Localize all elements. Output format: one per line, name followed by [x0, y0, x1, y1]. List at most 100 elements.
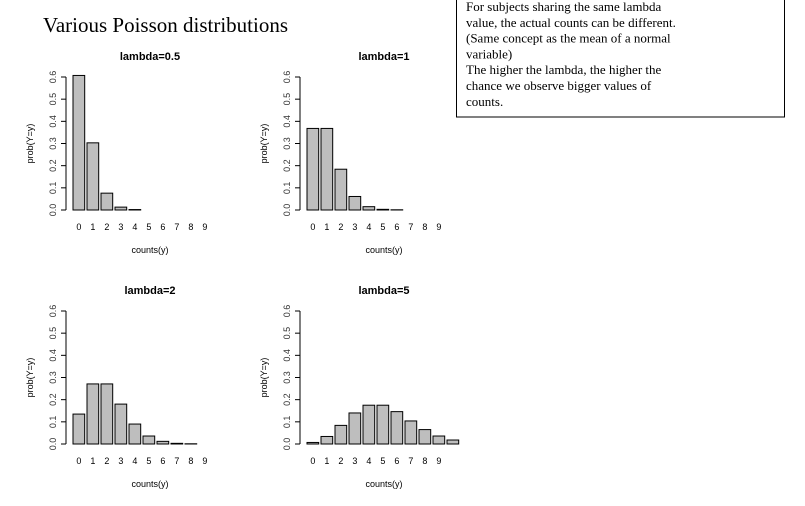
bar — [114, 206, 128, 211]
y-tick-label: 0.1 — [282, 416, 292, 429]
x-axis-label: counts(y) — [131, 245, 168, 255]
bar — [100, 192, 114, 211]
x-tick-label: 6 — [394, 456, 399, 466]
bar — [404, 420, 418, 445]
x-tick-label: 2 — [104, 456, 109, 466]
bar — [100, 383, 114, 445]
bar — [418, 429, 432, 445]
note-line: The higher the lambda, the higher the — [466, 62, 662, 77]
x-tick-label: 7 — [408, 222, 413, 232]
x-tick-label: 4 — [132, 222, 137, 232]
bar — [432, 435, 446, 445]
x-axis-label: counts(y) — [365, 479, 402, 489]
y-axis-label: prob(Y=y) — [259, 124, 269, 164]
x-axis-label: counts(y) — [365, 245, 402, 255]
y-tick-label: 0.4 — [282, 115, 292, 128]
y-tick-label: 0.4 — [48, 115, 58, 128]
chart-title: lambda=2 — [124, 285, 175, 297]
y-tick-label: 0.0 — [48, 204, 58, 217]
chart-title: lambda=5 — [358, 285, 409, 297]
y-tick-label: 0.1 — [282, 182, 292, 195]
note-line: For subjects sharing the same lambda — [466, 0, 662, 14]
x-tick-label: 2 — [104, 222, 109, 232]
x-tick-label: 5 — [380, 222, 385, 232]
bar — [348, 195, 362, 211]
note: For subjects sharing the same lambdavalu… — [466, 0, 676, 109]
x-tick-label: 4 — [366, 222, 371, 232]
y-tick-label: 0.6 — [282, 71, 292, 84]
y-tick-label: 0.3 — [48, 371, 58, 384]
bar — [142, 435, 156, 445]
bar — [128, 423, 142, 445]
y-tick-label: 0.5 — [48, 327, 58, 340]
x-tick-label: 7 — [174, 222, 179, 232]
bar — [320, 435, 334, 445]
note-line: variable) — [466, 46, 512, 61]
bar — [376, 404, 390, 445]
bar — [86, 383, 100, 445]
bar — [334, 424, 348, 445]
note-line: (Same concept as the mean of a normal — [466, 31, 671, 46]
bar — [306, 441, 320, 445]
x-tick-label: 2 — [338, 456, 343, 466]
y-axis-label: prob(Y=y) — [259, 358, 269, 398]
bar — [306, 127, 320, 211]
bar — [114, 403, 128, 445]
y-tick-label: 0.6 — [282, 305, 292, 318]
y-tick-label: 0.3 — [48, 137, 58, 150]
y-tick-label: 0.2 — [282, 393, 292, 406]
y-tick-label: 0.4 — [282, 349, 292, 362]
x-axis-label: counts(y) — [131, 479, 168, 489]
x-tick-label: 9 — [436, 456, 441, 466]
y-tick-label: 0.2 — [282, 159, 292, 172]
bar — [156, 440, 170, 445]
x-tick-label: 8 — [422, 456, 427, 466]
y-tick-label: 0.6 — [48, 71, 58, 84]
note-line: chance we observe bigger values of — [466, 78, 652, 93]
y-tick-label: 0.0 — [282, 204, 292, 217]
x-tick-label: 3 — [118, 222, 123, 232]
bar — [334, 168, 348, 211]
chart-title: lambda=1 — [358, 51, 409, 63]
bar — [362, 206, 376, 211]
x-tick-label: 4 — [366, 456, 371, 466]
y-tick-label: 0.3 — [282, 137, 292, 150]
x-tick-label: 7 — [408, 456, 413, 466]
y-tick-label: 0.2 — [48, 393, 58, 406]
x-tick-label: 3 — [118, 456, 123, 466]
note-line: counts. — [466, 94, 503, 109]
slide-title: Various Poisson distributions — [43, 13, 288, 37]
x-tick-label: 9 — [202, 222, 207, 232]
chart-title: lambda=0.5 — [120, 51, 180, 63]
x-tick-label: 3 — [352, 456, 357, 466]
bar — [348, 412, 362, 445]
x-tick-label: 0 — [310, 222, 315, 232]
bar — [72, 413, 86, 445]
bar — [320, 127, 334, 211]
y-axis-label: prob(Y=y) — [25, 358, 35, 398]
x-tick-label: 6 — [160, 222, 165, 232]
y-axis-label: prob(Y=y) — [25, 124, 35, 164]
x-tick-label: 1 — [90, 456, 95, 466]
x-tick-label: 4 — [132, 456, 137, 466]
x-tick-label: 0 — [76, 456, 81, 466]
x-tick-label: 6 — [160, 456, 165, 466]
y-tick-label: 0.5 — [48, 93, 58, 106]
y-tick-label: 0.3 — [282, 371, 292, 384]
bar — [72, 74, 86, 211]
x-tick-label: 6 — [394, 222, 399, 232]
x-tick-label: 3 — [352, 222, 357, 232]
note-line: value, the actual counts can be differen… — [466, 15, 676, 30]
y-tick-label: 0.5 — [282, 327, 292, 340]
y-tick-label: 0.0 — [48, 438, 58, 451]
bar — [362, 404, 376, 445]
x-tick-label: 5 — [146, 456, 151, 466]
bar — [170, 442, 184, 445]
x-tick-label: 8 — [188, 222, 193, 232]
bar — [86, 142, 100, 211]
x-tick-label: 2 — [338, 222, 343, 232]
x-tick-label: 8 — [188, 456, 193, 466]
x-tick-label: 1 — [324, 222, 329, 232]
x-tick-label: 8 — [422, 222, 427, 232]
